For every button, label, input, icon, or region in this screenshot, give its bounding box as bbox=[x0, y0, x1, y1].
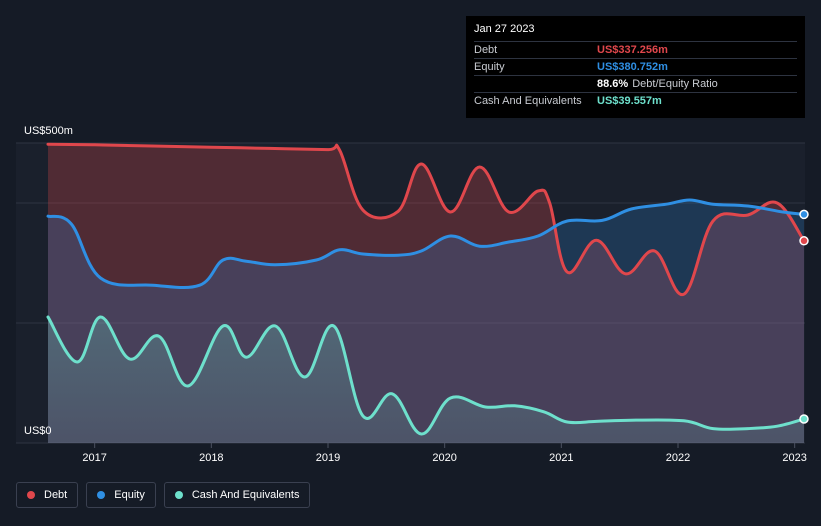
x-tick-label-2022: 2022 bbox=[666, 452, 690, 464]
debt-line bbox=[46, 142, 806, 296]
equity-endpoint bbox=[799, 209, 809, 220]
tooltip-date: Jan 27 2023 bbox=[474, 23, 535, 35]
x-tick-label-2018: 2018 bbox=[199, 452, 223, 464]
x-tick-label-2023: 2023 bbox=[782, 452, 806, 464]
x-tick-label-2021: 2021 bbox=[549, 452, 573, 464]
tooltip-panel: Jan 27 2023 Debt US$337.256m Equity US$3… bbox=[466, 16, 805, 118]
tooltip-ratio-suffix: Debt/Equity Ratio bbox=[632, 78, 718, 90]
legend-item-equity[interactable]: Equity bbox=[86, 482, 156, 508]
cash-line bbox=[46, 315, 806, 436]
tooltip-cash-value: US$39.557m bbox=[597, 95, 662, 107]
legend-label-debt: Debt bbox=[44, 489, 68, 501]
legend-dot-cash bbox=[174, 491, 183, 499]
legend-item-debt[interactable]: Debt bbox=[16, 482, 79, 508]
chart-legend: Debt Equity Cash And Equivalents bbox=[16, 482, 311, 508]
tooltip-row-equity: Equity US$380.752m bbox=[474, 58, 797, 75]
tooltip-equity-value: US$380.752m bbox=[597, 61, 668, 73]
tooltip-ratio-value: 88.6% bbox=[597, 78, 629, 90]
tooltip-row-debt: Debt US$337.256m bbox=[474, 41, 797, 58]
tooltip-ratio-label bbox=[474, 76, 597, 92]
tooltip-row-cash: Cash And Equivalents US$39.557m bbox=[474, 92, 797, 109]
legend-label-equity: Equity bbox=[114, 489, 145, 501]
tooltip-debt-label: Debt bbox=[474, 44, 498, 56]
tooltip-row-ratio: 88.6% Debt/Equity Ratio bbox=[474, 75, 797, 92]
equity-line bbox=[46, 198, 806, 290]
y-axis-bottom-label: US$0 bbox=[24, 425, 52, 437]
legend-item-cash[interactable]: Cash And Equivalents bbox=[163, 482, 311, 508]
tooltip-debt-value: US$337.256m bbox=[597, 44, 668, 56]
legend-label-cash: Cash And Equivalents bbox=[191, 489, 300, 501]
legend-dot-debt bbox=[27, 491, 35, 499]
cash-endpoint bbox=[799, 414, 809, 424]
x-tick-label-2017: 2017 bbox=[82, 452, 106, 464]
x-tick-label-2020: 2020 bbox=[432, 452, 456, 464]
tooltip-cash-label: Cash And Equivalents bbox=[474, 95, 582, 107]
x-tick-label-2019: 2019 bbox=[316, 452, 340, 464]
cash-area bbox=[48, 316, 804, 443]
debt-endpoint bbox=[799, 236, 809, 246]
y-axis-top-label: US$500m bbox=[24, 125, 73, 137]
tooltip-equity-label: Equity bbox=[474, 61, 505, 73]
legend-dot-equity bbox=[97, 491, 106, 499]
